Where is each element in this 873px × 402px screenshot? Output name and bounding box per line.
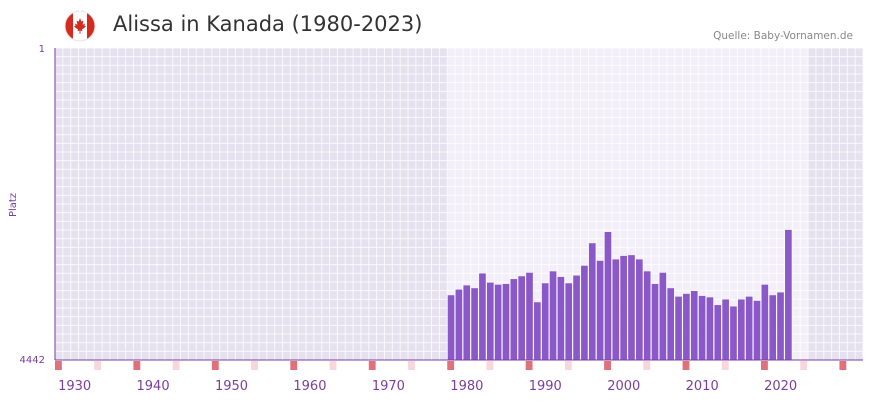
decade-marker-1978: [447, 361, 455, 370]
x-tick-2000: 2000: [607, 379, 640, 394]
y-tick-top: 1: [39, 44, 45, 55]
half-decade-marker-2023: [800, 361, 808, 370]
decade-marker-1988: [525, 361, 533, 370]
bar-2013: [722, 299, 729, 360]
x-tick-1930: 1930: [58, 379, 91, 394]
bar-2009: [690, 291, 698, 360]
bar-2016: [745, 296, 753, 360]
bar-2002: [636, 259, 643, 360]
page-title: Alissa in Kanada (1980-2023): [113, 12, 423, 36]
source-credit: Quelle: Baby-Vornamen.de: [713, 30, 853, 42]
bar-1986: [510, 279, 518, 360]
bar-1984: [494, 284, 502, 360]
x-tick-1990: 1990: [529, 379, 562, 394]
bar-2017: [753, 300, 761, 360]
bar-1996: [588, 243, 596, 360]
decade-marker-2008: [682, 361, 690, 370]
decade-marker-2018: [761, 361, 768, 370]
bar-2010: [698, 295, 706, 360]
x-tick-1950: 1950: [215, 379, 248, 394]
bar-1999: [612, 259, 620, 360]
x-tick-1960: 1960: [293, 379, 326, 394]
decade-marker-1938: [133, 361, 141, 370]
decade-marker-1958: [290, 361, 298, 370]
bar-2018: [761, 284, 769, 360]
bar-2005: [659, 272, 667, 360]
x-tick-2010: 2010: [686, 379, 719, 394]
decade-marker-2028: [839, 361, 847, 370]
bar-2014: [730, 306, 737, 360]
decade-marker-1998: [604, 361, 611, 370]
bar-2015: [737, 299, 745, 360]
bar-1993: [565, 283, 573, 360]
half-decade-marker-1973: [408, 361, 415, 370]
bar-1982: [479, 273, 486, 360]
bar-2019: [769, 295, 777, 360]
bar-2004: [651, 283, 659, 360]
x-tick-2020: 2020: [764, 379, 797, 394]
half-decade-marker-1983: [486, 361, 494, 370]
bar-1994: [573, 275, 580, 360]
bar-1991: [549, 271, 557, 360]
x-tick-1970: 1970: [372, 379, 405, 394]
bar-1989: [534, 302, 541, 360]
bar-2001: [628, 255, 635, 360]
bar-1981: [471, 288, 478, 360]
x-tick-1980: 1980: [450, 379, 483, 394]
half-decade-marker-1953: [251, 361, 258, 370]
y-axis-label: Platz: [8, 193, 19, 217]
bar-2003: [643, 271, 651, 360]
half-decade-marker-2003: [643, 361, 651, 370]
x-tick-1940: 1940: [137, 379, 170, 394]
half-decade-marker-1943: [172, 361, 180, 370]
bar-1995: [581, 265, 588, 360]
canada-flag-icon: [64, 10, 96, 42]
half-decade-marker-1963: [329, 361, 337, 370]
bar-1985: [502, 283, 510, 360]
half-decade-marker-1933: [94, 361, 102, 370]
bar-1983: [486, 282, 494, 360]
bar-1992: [557, 276, 565, 360]
decade-marker-1948: [211, 361, 219, 370]
half-decade-marker-2013: [721, 361, 729, 370]
bar-2008: [683, 293, 690, 360]
bar-1980: [463, 285, 471, 360]
y-tick-bottom: 4442: [20, 355, 45, 366]
bar-2021: [785, 229, 792, 360]
bar-2012: [714, 305, 722, 360]
half-decade-marker-1993: [564, 361, 572, 370]
bar-2006: [667, 288, 675, 360]
decade-marker-1968: [368, 361, 376, 370]
bar-1988: [526, 272, 533, 360]
bar-1987: [518, 276, 525, 360]
bar-2020: [777, 292, 784, 360]
bar-2011: [706, 297, 714, 360]
bar-1990: [541, 283, 549, 360]
bar-1978: [447, 295, 455, 360]
decade-marker-1928: [55, 361, 62, 370]
bar-1979: [455, 289, 463, 360]
bar-1997: [596, 260, 604, 360]
bar-2007: [675, 296, 682, 360]
bar-2000: [620, 255, 627, 360]
bar-1998: [604, 231, 612, 360]
